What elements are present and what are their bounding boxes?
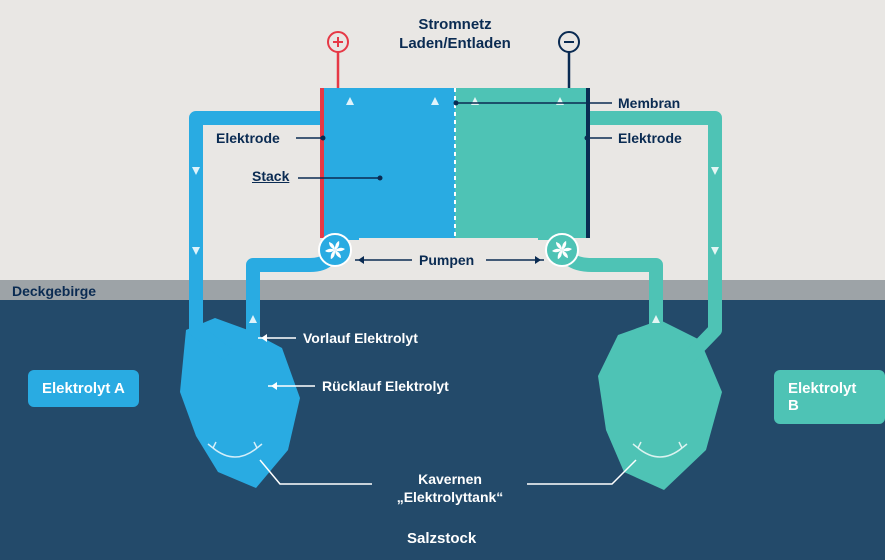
stack-left: [320, 88, 455, 238]
label-stack: Stack: [252, 168, 289, 184]
label-salzstock: Salzstock: [407, 530, 476, 547]
stack-right: [455, 88, 590, 238]
label-elektrode_l: Elektrode: [216, 130, 280, 146]
label-elektrode_r: Elektrode: [618, 130, 682, 146]
label-vorlauf: Vorlauf Elektrolyt: [303, 330, 418, 346]
label-kavernen: Kavernen„Elektrolyttank“: [380, 470, 520, 506]
tag-elektrolyt-a: Elektrolyt A: [28, 370, 139, 407]
label-membran: Membran: [618, 95, 680, 111]
label-pumpen: Pumpen: [419, 252, 474, 268]
label-deckgebirge: Deckgebirge: [12, 283, 96, 299]
tag-elektrolyt-b: Elektrolyt B: [774, 370, 885, 424]
cavern-left: [180, 318, 300, 488]
title: StromnetzLaden/Entladen: [385, 16, 525, 54]
label-ruecklauf: Rücklauf Elektrolyt: [322, 378, 449, 394]
